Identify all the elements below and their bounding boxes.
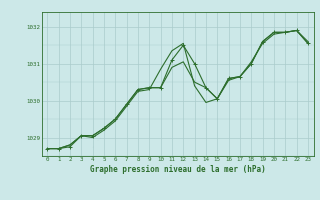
X-axis label: Graphe pression niveau de la mer (hPa): Graphe pression niveau de la mer (hPa) [90, 165, 266, 174]
